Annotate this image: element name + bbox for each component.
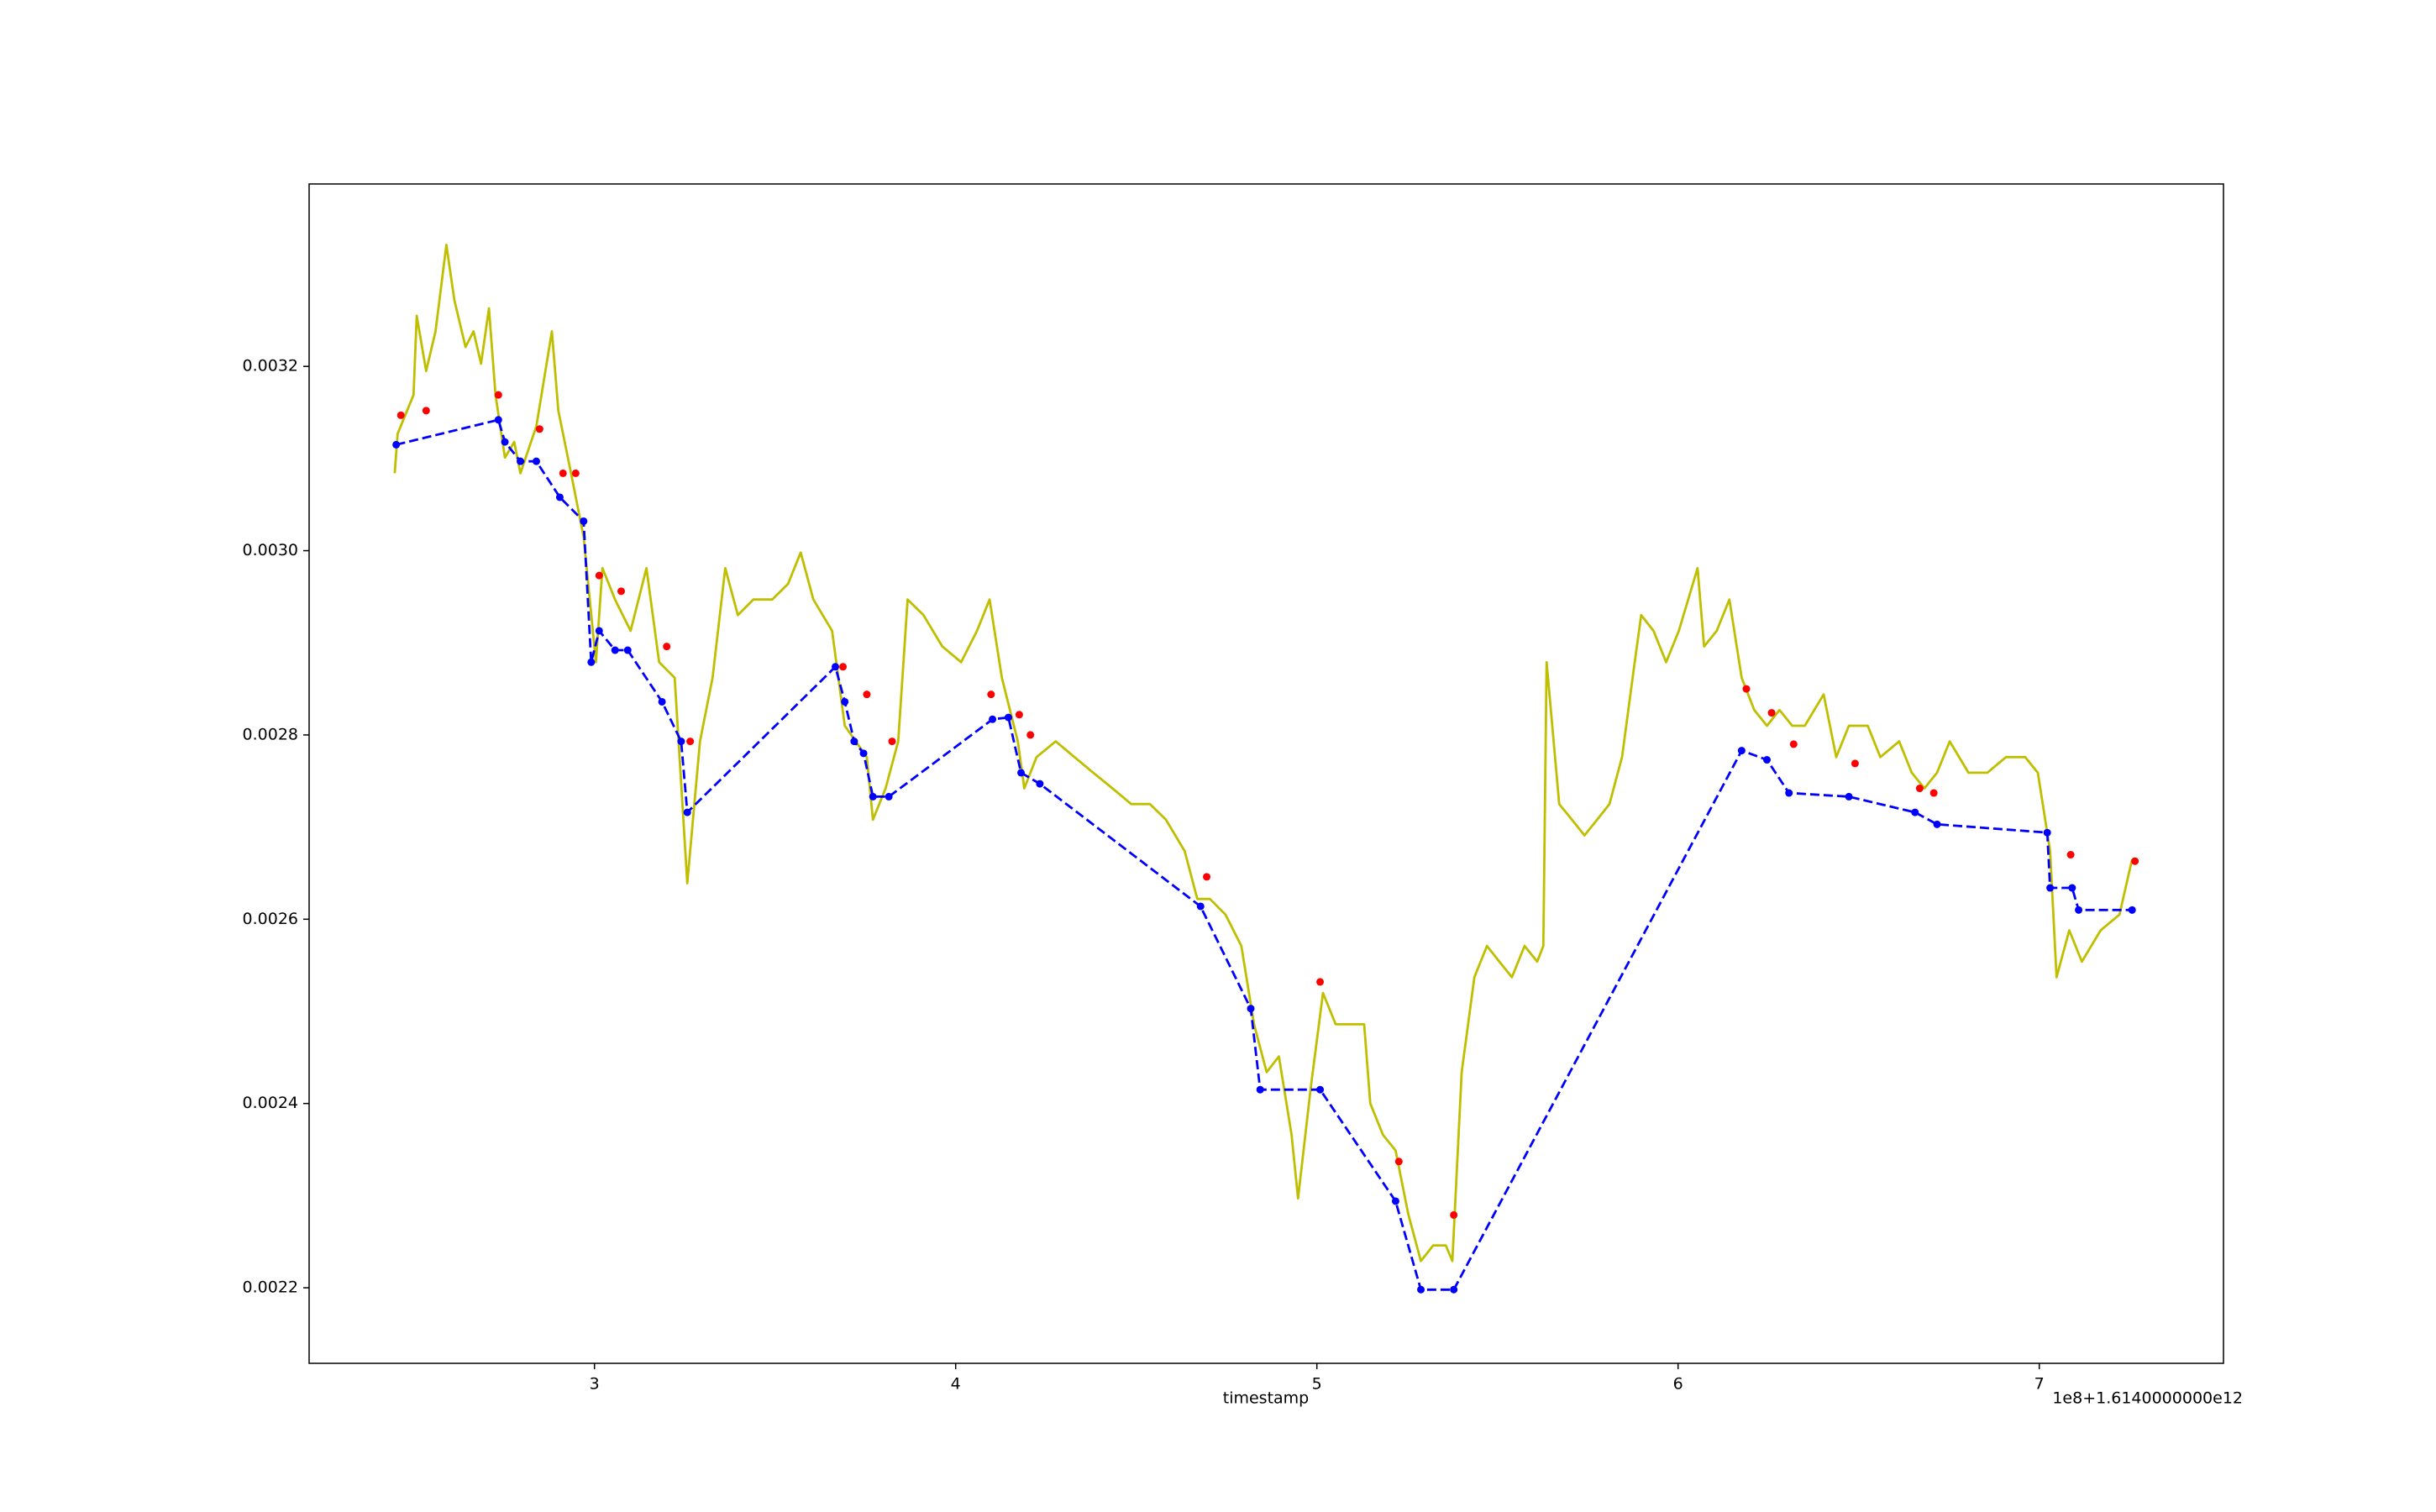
point — [1933, 820, 1941, 828]
point — [595, 571, 603, 580]
y-tick-label: 0.0030 — [243, 541, 298, 559]
point — [517, 457, 525, 465]
point — [1851, 759, 1859, 768]
point — [885, 792, 893, 801]
point — [1911, 808, 1919, 816]
x-tick-label: 7 — [2034, 1375, 2045, 1394]
point — [595, 627, 603, 635]
point — [1785, 789, 1793, 797]
point — [2043, 828, 2051, 837]
point — [658, 697, 666, 706]
point — [1036, 780, 1044, 788]
point — [580, 517, 588, 525]
y-tick-label: 0.0024 — [243, 1094, 298, 1112]
point — [2046, 884, 2055, 892]
point — [559, 469, 567, 477]
point — [1015, 711, 1023, 719]
point — [1762, 756, 1771, 764]
point — [611, 646, 619, 654]
point — [532, 457, 540, 465]
point — [2128, 906, 2136, 914]
point — [1450, 1285, 1458, 1294]
point — [989, 715, 997, 723]
point — [392, 440, 401, 449]
plot-frame — [308, 183, 2224, 1364]
x-axis-label: timestamp — [1223, 1389, 1310, 1408]
point — [863, 690, 871, 699]
point — [1450, 1210, 1458, 1219]
point — [841, 697, 849, 706]
point — [1026, 731, 1035, 739]
series-line — [393, 244, 2134, 1263]
point — [1391, 1197, 1399, 1205]
y-tick-label: 0.0028 — [243, 725, 298, 743]
point — [2068, 884, 2076, 892]
point — [396, 411, 405, 419]
point — [535, 425, 543, 433]
x-tick-label: 3 — [590, 1375, 600, 1394]
point — [686, 738, 695, 746]
point — [1767, 709, 1776, 717]
point — [1845, 792, 1853, 801]
point — [859, 749, 868, 758]
point — [494, 416, 502, 424]
point — [501, 438, 509, 446]
point — [1929, 789, 1938, 797]
point — [2066, 851, 2075, 859]
point — [663, 643, 671, 651]
point — [1247, 1005, 1255, 1013]
point — [2131, 857, 2139, 865]
point — [422, 407, 430, 415]
point — [1017, 769, 1026, 777]
y-tick-label: 0.0026 — [243, 910, 298, 928]
point — [1737, 747, 1746, 755]
x-tick-label: 4 — [951, 1375, 961, 1394]
point — [1394, 1158, 1403, 1166]
x-offset-label: 1e8+1.6140000000e12 — [2052, 1389, 2243, 1408]
y-tick-label: 0.0032 — [243, 357, 298, 375]
x-tick-label: 5 — [1312, 1375, 1322, 1394]
point — [555, 493, 564, 501]
point — [617, 587, 626, 596]
point — [494, 391, 502, 399]
point — [571, 469, 580, 477]
point — [869, 792, 877, 801]
point — [1915, 785, 1924, 793]
point — [888, 738, 896, 746]
point — [1203, 873, 1211, 881]
point — [1316, 1085, 1325, 1094]
point — [987, 690, 995, 699]
series-line — [396, 418, 2133, 1291]
point — [1196, 902, 1205, 911]
point — [2075, 906, 2083, 914]
x-tick-label: 6 — [1673, 1375, 1683, 1394]
point — [587, 658, 596, 666]
point — [623, 646, 632, 654]
point — [850, 738, 858, 746]
point — [1256, 1085, 1264, 1094]
point — [832, 663, 840, 671]
point — [1742, 685, 1751, 693]
point — [1417, 1285, 1425, 1294]
point — [683, 808, 691, 816]
point — [839, 663, 848, 671]
point — [1789, 740, 1798, 748]
point — [677, 738, 685, 746]
y-tick-label: 0.0022 — [243, 1278, 298, 1297]
point — [1316, 978, 1325, 986]
point — [1004, 713, 1012, 722]
